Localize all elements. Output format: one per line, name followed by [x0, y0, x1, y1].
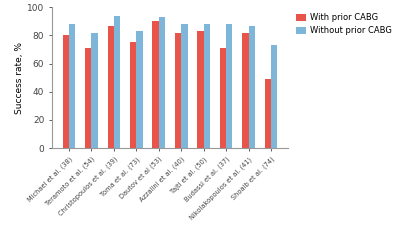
Y-axis label: Success rate, %: Success rate, % — [15, 42, 24, 114]
Bar — [69, 24, 75, 148]
Bar — [271, 45, 277, 148]
Bar — [265, 79, 271, 148]
Bar — [114, 16, 120, 148]
Bar — [248, 26, 255, 148]
Bar — [204, 24, 210, 148]
Bar — [175, 33, 181, 148]
Bar — [181, 24, 188, 148]
Legend: With prior CABG, Without prior CABG: With prior CABG, Without prior CABG — [294, 11, 393, 37]
Bar — [130, 43, 136, 148]
Bar — [85, 48, 92, 148]
Bar — [108, 26, 114, 148]
Bar — [220, 48, 226, 148]
Bar — [159, 17, 165, 148]
Bar — [242, 33, 248, 148]
Bar — [63, 35, 69, 148]
Bar — [226, 24, 232, 148]
Bar — [92, 33, 98, 148]
Bar — [197, 31, 204, 148]
Bar — [136, 31, 143, 148]
Bar — [152, 21, 159, 148]
